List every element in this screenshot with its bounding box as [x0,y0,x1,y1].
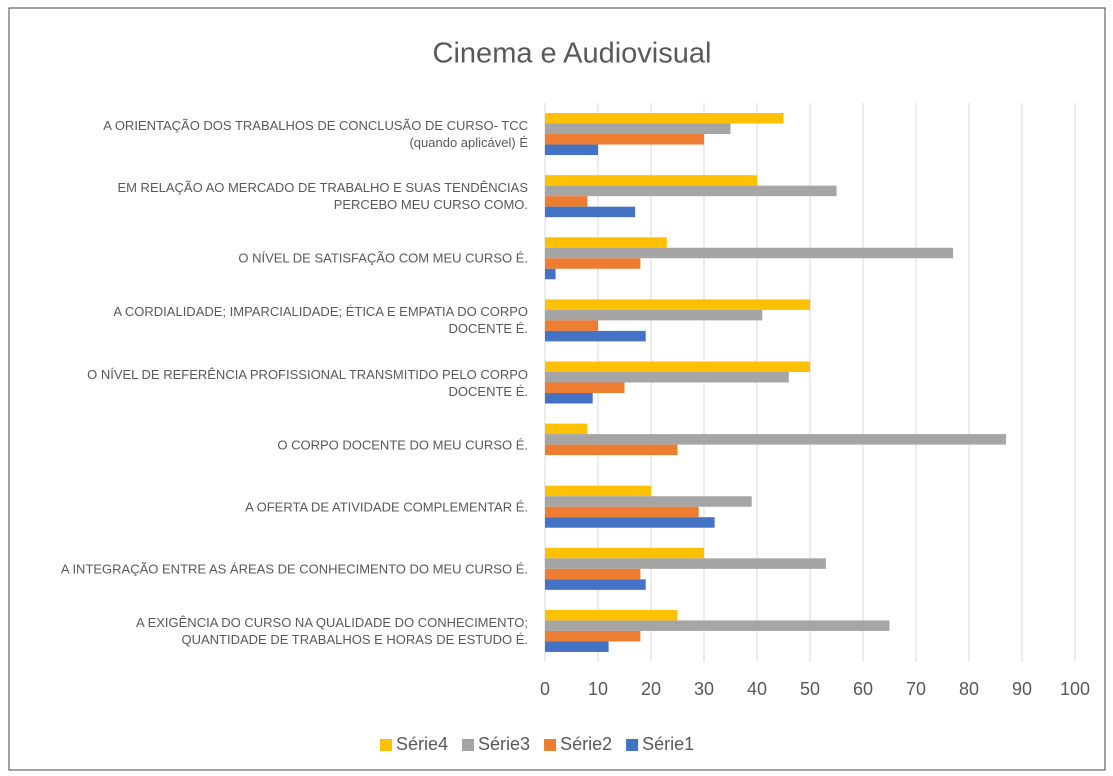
bar [545,609,678,621]
x-tick-label: 10 [588,679,608,699]
bar [545,485,651,497]
bar [545,299,810,310]
bar [545,434,1007,445]
y-tick-label: A EXIGÊNCIA DO CURSO NA QUALIDADE DO CON… [136,614,528,647]
x-tick-label: 30 [694,679,714,699]
bar [545,372,789,383]
bar [545,506,699,518]
bar [545,258,641,269]
bar [545,185,837,197]
legend-label: Série4 [396,734,448,754]
x-tick-label: 80 [959,679,979,699]
legend-label: Série2 [560,734,612,754]
bar [545,123,731,135]
bar [545,247,954,259]
bar [545,320,598,331]
legend-swatch [544,739,557,751]
x-tick-label: 50 [800,679,820,699]
y-tick-label: O CORPO DOCENTE DO MEU CURSO É. [277,437,528,453]
y-tick-label: A ORIENTAÇÃO DOS TRABALHOS DE CONCLUSÃO … [103,118,528,151]
bar [545,517,715,528]
x-tick-label: 20 [641,679,661,699]
legend-label: Série1 [642,734,694,754]
legend-swatch [462,739,475,751]
x-tick-label: 0 [540,679,550,699]
bar [545,423,588,435]
bar [545,330,646,342]
bar [545,630,641,642]
x-tick-label: 70 [906,679,926,699]
y-tick-label: EM RELAÇÃO AO MERCADO DE TRABALHO E SUAS… [117,180,528,213]
bar [545,547,704,559]
bar [545,196,588,207]
bar [545,237,667,248]
bar [545,113,784,124]
x-tick-label: 60 [853,679,873,699]
legend-swatch [626,739,639,751]
chart-title: Cinema e Audiovisual [433,38,712,70]
bar [545,641,609,652]
bar [545,620,890,631]
bar [545,206,636,218]
y-tick-label: A INTEGRAÇÃO ENTRE AS ÁREAS DE CONHECIME… [60,561,528,577]
bar [545,309,763,321]
bar [545,558,826,569]
bar [545,175,757,186]
bar [545,444,678,456]
legend-label: Série3 [478,734,530,754]
y-tick-label: O NÍVEL DE REFERÊNCIA PROFISSIONAL TRANS… [87,366,528,399]
x-tick-label: 90 [1012,679,1032,699]
bar [545,144,598,156]
x-tick-label: 40 [747,679,767,699]
y-tick-label: A CORDIALIDADE; IMPARCIALIDADE; ÉTICA E … [113,304,528,337]
bar [545,393,593,404]
legend-swatch [380,739,392,751]
bar [545,361,810,372]
bar [545,134,704,145]
bar [545,579,646,590]
bar [545,568,641,580]
y-tick-label: A OFERTA DE ATIVIDADE COMPLEMENTAR É. [245,499,528,515]
bar [545,496,752,507]
y-tick-label: O NÍVEL DE SATISFAÇÃO COM MEU CURSO É. [238,250,528,266]
bar [545,268,556,280]
bar [545,382,625,393]
x-tick-label: 100 [1060,679,1090,699]
